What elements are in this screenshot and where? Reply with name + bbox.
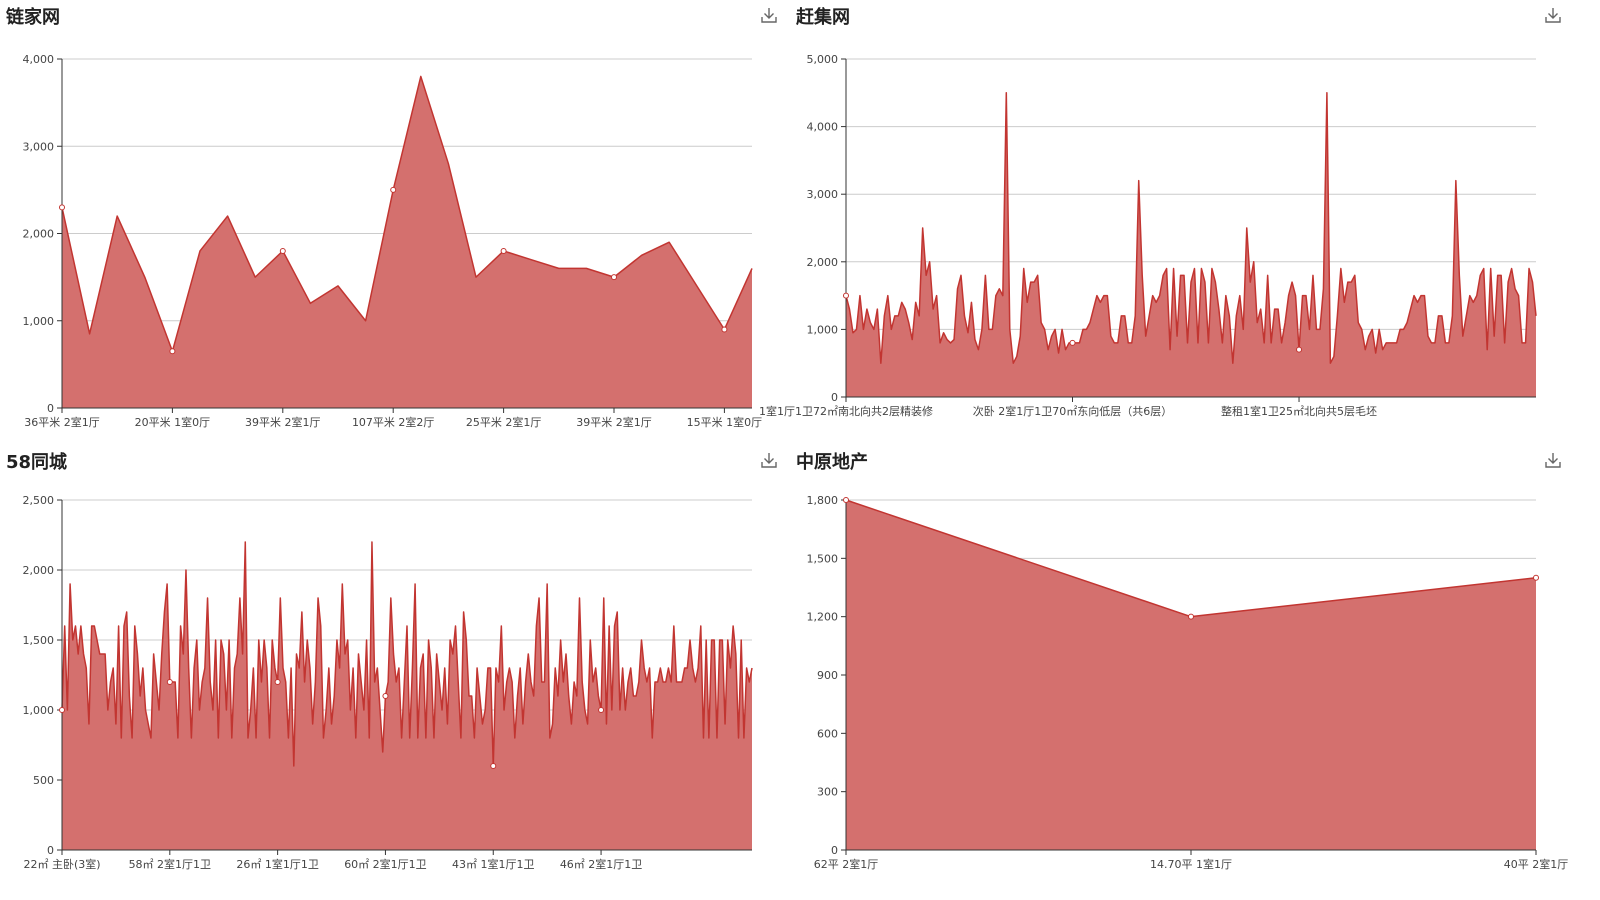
y-tick-label: 2,000 — [807, 256, 839, 269]
y-tick-label: 3,000 — [23, 140, 55, 153]
data-point — [390, 186, 397, 193]
data-point — [59, 204, 65, 211]
x-tick-label: 39平米 2室1厅 — [245, 415, 321, 429]
x-tick-label: 43㎡ 1室1厅1卫 — [452, 857, 535, 871]
data-point — [382, 693, 389, 699]
data-point — [1188, 613, 1194, 620]
y-tick-label: 0 — [47, 402, 54, 415]
series-area — [846, 500, 1536, 850]
x-tick-label: 46㎡ 2室1厅1卫 — [560, 857, 643, 871]
y-tick-label: 0 — [831, 391, 838, 404]
x-tick-label: 26㎡ 1室1厅1卫 — [236, 857, 319, 871]
data-point — [598, 707, 605, 713]
y-tick-label: 2,000 — [23, 564, 55, 577]
data-point — [166, 679, 173, 685]
y-tick-label: 2,500 — [23, 494, 55, 507]
chart-title: 链家网 — [6, 7, 60, 28]
data-point — [1069, 339, 1076, 346]
series-area — [62, 542, 752, 850]
data-point — [279, 247, 286, 254]
x-tick-label: 62平 2室1厅 — [814, 857, 879, 871]
x-tick-label: 1室1厅1卫72㎡南北向共2层精装修 — [759, 404, 933, 418]
x-tick-label: 25平米 2室1厅 — [466, 415, 542, 429]
data-point — [490, 763, 497, 769]
area-chart: 0 500 1,000 1,500 2,000 2,500 22㎡ 主卧(3室) 58㎡ 2室… — [23, 494, 753, 871]
y-tick-label: 1,500 — [807, 552, 839, 565]
x-tick-label: 60㎡ 2室1厅1卫 — [344, 857, 427, 871]
data-point — [843, 292, 849, 299]
area-chart: 0 1,000 2,000 3,000 4,000 5,000 1室1厅1卫72㎡南北向共2… — [759, 53, 1537, 418]
y-tick-label: 600 — [817, 727, 838, 740]
chart-panel-lianjia: 链家网 0 1,000 2,000 3,000 4,000 36平米 2室1厅 20平米 1… — [0, 0, 790, 440]
x-tick-label: 107平米 2室2厅 — [352, 415, 435, 429]
x-tick-label: 整租1室1卫25㎡北向共5层毛坯 — [1221, 404, 1377, 418]
y-tick-label: 5,000 — [807, 53, 839, 66]
data-point — [611, 274, 617, 281]
y-tick-label: 0 — [831, 844, 838, 857]
series-line — [61, 75, 753, 353]
y-tick-label: 1,000 — [807, 323, 839, 336]
y-tick-label: 1,000 — [23, 315, 55, 328]
y-tick-label: 1,800 — [807, 494, 839, 507]
x-tick-label: 40平 2室1厅 — [1504, 857, 1569, 871]
y-tick-label: 3,000 — [807, 188, 839, 201]
data-point — [274, 679, 281, 685]
y-tick-label: 1,200 — [807, 611, 839, 624]
data-point — [843, 497, 849, 503]
series-area — [62, 76, 752, 408]
chart-panel-ganji: 赶集网 0 1,000 2,000 3,000 4,000 5,000 1室1厅1卫72㎡南… — [759, 0, 1590, 440]
y-tick-label: 900 — [817, 669, 838, 682]
chart-panel-zhongyuan: 中原地产 0 300 600 900 1,200 1,500 1,800 62平 2室1厅 14… — [790, 445, 1590, 900]
x-tick-label: 次卧 2室1厅1卫70㎡东向低层（共6层） — [973, 404, 1173, 418]
data-point — [1296, 346, 1303, 353]
x-tick-label: 39平米 2室1厅 — [576, 415, 652, 429]
y-tick-label: 4,000 — [807, 121, 839, 134]
data-point — [169, 348, 176, 355]
area-chart: 0 300 600 900 1,200 1,500 1,800 62平 2室1厅 14.70平 … — [807, 494, 1569, 871]
x-tick-label: 22㎡ 主卧(3室) — [23, 857, 100, 871]
download-icon[interactable] — [1544, 451, 1562, 469]
x-tick-label: 20平米 1室0厅 — [135, 415, 211, 429]
download-icon[interactable] — [760, 6, 778, 24]
chart-title: 58同城 — [6, 452, 68, 473]
chart-panel-58tongcheng: 58同城 0 500 1,000 1,500 2,000 2,500 22㎡ 主卧(3室) 5… — [0, 445, 790, 900]
data-point — [721, 326, 728, 333]
y-tick-label: 4,000 — [23, 53, 55, 66]
data-point — [500, 247, 507, 254]
x-tick-label: 15平米 1室0厅 — [687, 415, 763, 429]
series-area — [846, 92, 1536, 398]
chart-title: 中原地产 — [796, 452, 868, 473]
x-tick-label: 36平米 2室1厅 — [24, 415, 100, 429]
download-icon[interactable] — [1544, 6, 1562, 24]
x-tick-label: 58㎡ 2室1厅1卫 — [129, 857, 212, 871]
data-point — [59, 707, 65, 713]
data-point — [1533, 574, 1539, 581]
y-tick-label: 2,000 — [23, 228, 55, 241]
y-tick-label: 0 — [47, 844, 54, 857]
series-line — [845, 92, 1537, 364]
chart-title: 赶集网 — [796, 7, 850, 28]
y-tick-label: 1,000 — [23, 704, 55, 717]
y-tick-label: 500 — [33, 774, 54, 787]
series-line — [61, 541, 753, 767]
area-chart: 0 1,000 2,000 3,000 4,000 36平米 2室1厅 20平米 1室0厅 3… — [23, 53, 763, 429]
x-tick-label: 14.70平 1室1厅 — [1150, 857, 1232, 871]
y-tick-label: 300 — [817, 786, 838, 799]
download-icon[interactable] — [760, 451, 778, 469]
y-tick-label: 1,500 — [23, 634, 55, 647]
